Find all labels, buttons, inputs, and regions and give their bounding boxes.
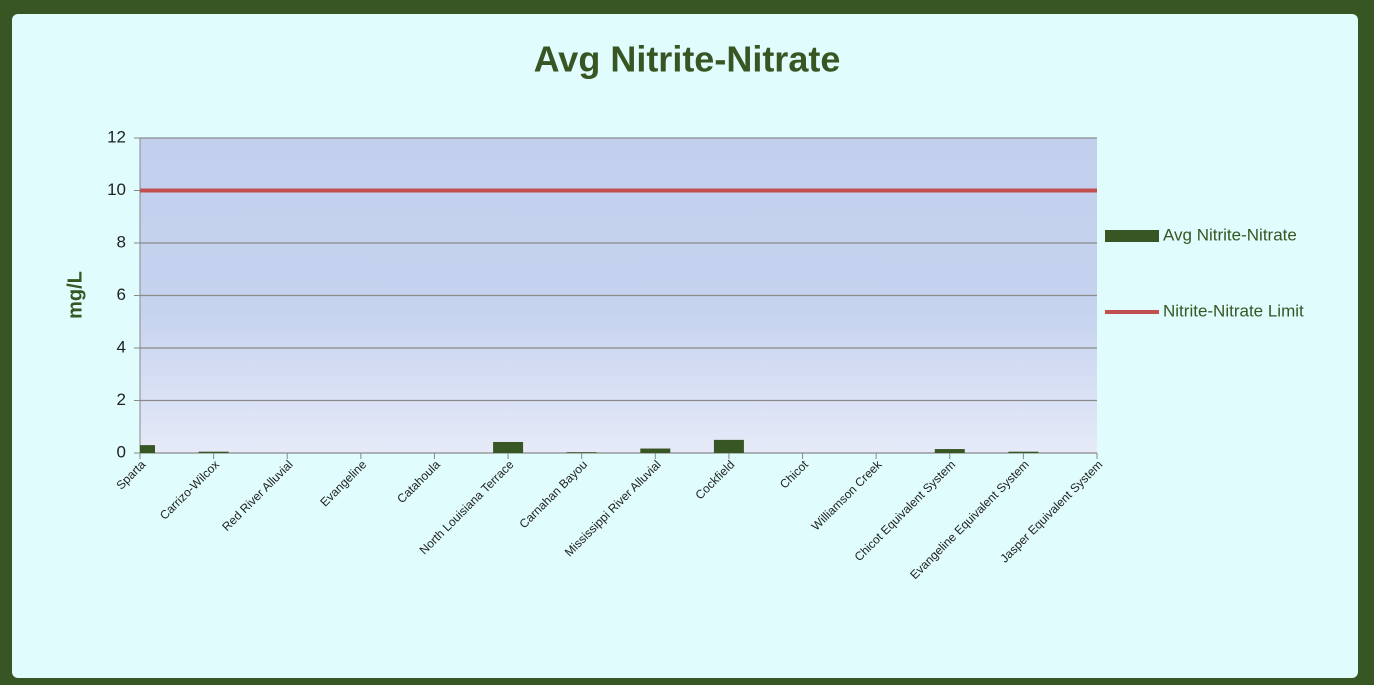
legend-swatch — [1105, 230, 1159, 242]
y-tick-label: 4 — [117, 337, 126, 356]
y-tick-label: 10 — [107, 180, 126, 199]
bar — [713, 439, 744, 453]
y-tick-label: 12 — [107, 127, 126, 146]
y-tick-label: 0 — [117, 442, 126, 461]
legend-label: Nitrite-Nitrate Limit — [1163, 301, 1304, 320]
bar — [640, 448, 671, 453]
y-tick-label: 8 — [117, 232, 126, 251]
bar — [934, 449, 965, 453]
bar — [140, 445, 155, 453]
y-tick-label: 2 — [117, 390, 126, 409]
legend-label: Avg Nitrite-Nitrate — [1163, 225, 1297, 244]
bar — [493, 441, 524, 453]
y-tick-label: 6 — [117, 285, 126, 304]
bar — [198, 451, 229, 453]
chart-title: Avg Nitrite-Nitrate — [534, 39, 841, 80]
bar — [566, 452, 597, 453]
bar — [1008, 451, 1039, 453]
marks — [140, 439, 1039, 453]
y-axis-label: mg/L — [64, 271, 86, 319]
